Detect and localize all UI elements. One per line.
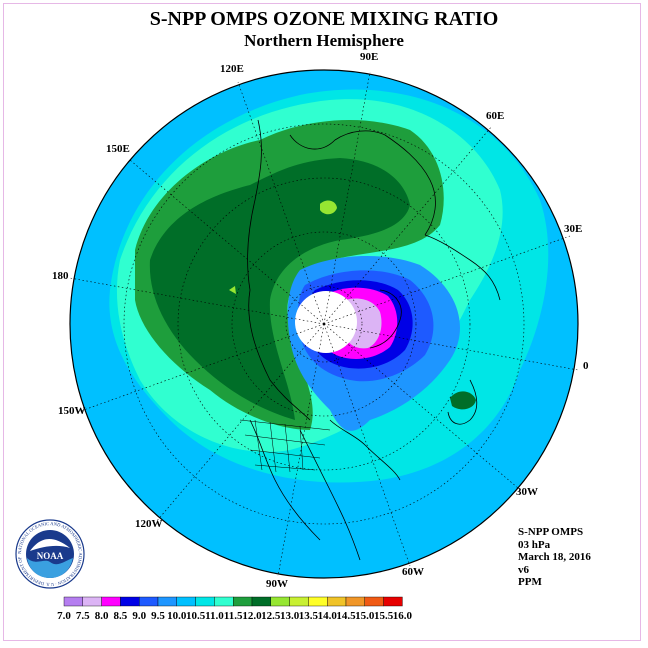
- lon-label-0: 0: [583, 360, 589, 372]
- noaa-logo-text: NOAA: [37, 551, 64, 561]
- colorbar-swatch: [232, 596, 253, 607]
- lon-label-60w: 60W: [402, 566, 424, 578]
- lon-label-150e: 150E: [106, 143, 130, 155]
- info-instrument: S-NPP OMPS: [518, 526, 584, 538]
- map-boundary: [69, 69, 579, 579]
- field-level-12-5: [320, 200, 337, 215]
- colorbar-swatch: [82, 596, 102, 607]
- colorbar-tick-label: 12.0: [242, 610, 262, 622]
- colorbar-swatch: [101, 596, 121, 607]
- lon-label-30e: 30E: [564, 223, 583, 235]
- lon-label-120e: 120E: [220, 63, 244, 75]
- colorbar-tick-label: 9.0: [132, 610, 146, 622]
- lon-label-180: 180: [52, 270, 69, 282]
- colorbar-swatch: [364, 596, 384, 607]
- latitude-circles: [123, 123, 525, 525]
- colorbar-swatch: [214, 596, 234, 607]
- lon-label-30w: 30W: [516, 486, 538, 498]
- coastlines: [247, 119, 501, 561]
- colorbar-tick-label: 14.5: [336, 610, 356, 622]
- us-state-lines: [239, 419, 331, 473]
- colorbar-tick-label: 10.5: [186, 610, 206, 622]
- colorbar-swatch: [251, 596, 271, 607]
- map-subtitle: Northern Hemisphere: [244, 31, 404, 50]
- info-block: S-NPP OMPS 03 hPa March 18, 2016 v6 PPM: [518, 526, 591, 589]
- colorbar-tick-label: 15.5: [374, 610, 394, 622]
- colorbar-tick-label: 15.0: [355, 610, 375, 622]
- field-level-12-0: [149, 158, 410, 420]
- lon-label-120w: 120W: [135, 518, 163, 530]
- field-level-12-0-east: [450, 391, 476, 410]
- colorbar-tick-label: 8.5: [114, 610, 128, 622]
- meridians: [69, 71, 579, 577]
- colorbar-tick-label: 7.5: [76, 610, 90, 622]
- no-data-polar-cap: [295, 291, 357, 353]
- map-title: S-NPP OMPS OZONE MIXING RATIO: [149, 8, 499, 30]
- noaa-logo: NOAA NATIONAL OCEANIC AND ATMOSPHERIC AD…: [14, 518, 85, 589]
- colorbar-tick-label: 8.0: [95, 610, 109, 622]
- colorbar-tick-label: 13.5: [299, 610, 319, 622]
- colorbar-swatch: [383, 596, 403, 607]
- colorbar-swatch: [308, 596, 328, 607]
- colorbar-swatch: [157, 596, 177, 607]
- colorbar-tick-label: 16.0: [393, 610, 413, 622]
- lon-label-90e: 90E: [360, 51, 379, 63]
- info-pressure: 03 hPa: [518, 538, 551, 551]
- colorbar-tick-label: 12.5: [261, 610, 281, 622]
- colorbar-swatch: [270, 596, 290, 607]
- colorbar-tick-label: 11.0: [205, 610, 224, 622]
- colorbar-tick-label: 10.0: [167, 610, 187, 622]
- lon-label-90w: 90W: [266, 578, 288, 590]
- lon-label-150w: 150W: [58, 405, 86, 417]
- colorbar-swatch: [120, 596, 140, 607]
- colorbar-tick-label: 11.5: [224, 610, 243, 622]
- colorbar-tick-label: 14.0: [318, 610, 338, 622]
- colorbar-swatch: [345, 596, 365, 607]
- colorbar-swatch: [176, 596, 196, 607]
- lon-label-60e: 60E: [486, 110, 505, 122]
- info-date: March 18, 2016: [518, 551, 591, 563]
- colorbar: 7.0 7.5 8.0 8.5 9.0 9.5 10.0 10.5 11.0 11.5 12.0 12…: [57, 596, 413, 622]
- colorbar-tick-label: 7.0: [57, 610, 71, 622]
- info-version: v6: [518, 563, 529, 576]
- colorbar-swatch: [63, 596, 83, 607]
- info-units: PPM: [518, 576, 542, 588]
- figure-frame: [3, 3, 641, 641]
- colorbar-swatch: [327, 596, 347, 607]
- colorbar-swatch: [289, 596, 309, 607]
- colorbar-tick-label: 13.0: [280, 610, 300, 622]
- field-level-12-5-b: [229, 286, 236, 294]
- colorbar-swatch: [195, 596, 215, 607]
- colorbar-tick-label: 9.5: [151, 610, 165, 622]
- colorbar-swatch: [138, 596, 159, 607]
